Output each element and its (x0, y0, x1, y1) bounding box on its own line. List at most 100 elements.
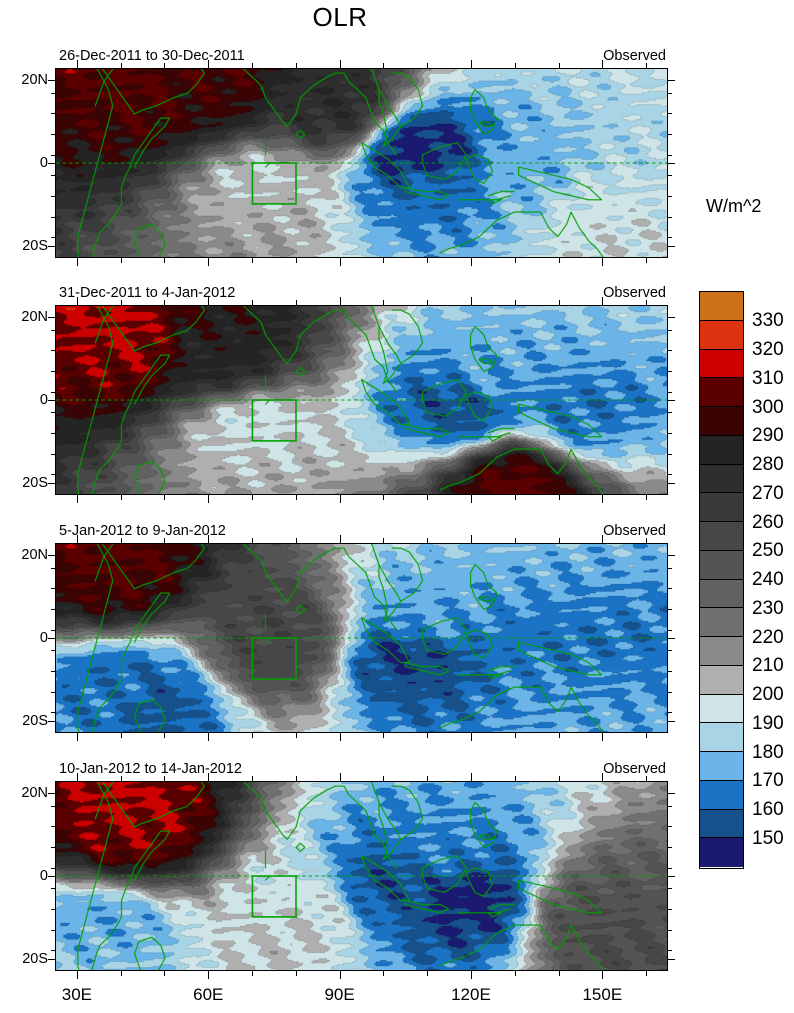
x-axis-tick (76, 495, 78, 503)
colorbar-swatch[interactable] (700, 694, 743, 724)
olr-contour-map[interactable] (56, 544, 667, 732)
colorbar-swatch[interactable] (700, 780, 743, 810)
x-axis-minor-tick (295, 971, 297, 976)
x-axis-minor-tick (558, 300, 560, 305)
y-axis-minor-tick (51, 371, 55, 373)
colorbar-swatch[interactable] (700, 320, 743, 350)
y-axis-tick (48, 245, 55, 247)
colorbar-swatch[interactable] (700, 407, 743, 436)
x-axis-label: 150E (582, 985, 623, 1004)
x-axis-minor-tick (427, 776, 429, 781)
x-axis-tick (339, 733, 341, 741)
x-axis-minor-tick (427, 733, 429, 738)
x-axis-minor-tick (383, 258, 385, 263)
y-axis-minor-tick (668, 92, 672, 94)
colorbar-swatch[interactable] (700, 579, 743, 609)
y-axis-minor-tick (51, 175, 55, 177)
y-axis-minor-tick (51, 826, 55, 828)
x-axis-tick (76, 535, 78, 543)
colorbar-swatch[interactable] (700, 637, 743, 666)
x-axis-tick (470, 535, 472, 543)
colorbar-swatch[interactable] (700, 723, 743, 752)
colorbar[interactable] (699, 291, 744, 869)
panel-date-label: 5-Jan-2012 to 9-Jan-2012 (59, 523, 226, 539)
map-frame[interactable] (55, 305, 668, 495)
map-frame[interactable] (55, 68, 668, 258)
y-axis-tick (48, 793, 55, 795)
x-axis-minor-tick (558, 776, 560, 781)
colorbar-swatch[interactable] (700, 809, 743, 839)
x-axis-minor-tick (164, 776, 166, 781)
colorbar-swatch[interactable] (700, 349, 743, 379)
y-axis-tick (48, 555, 55, 557)
x-axis-minor-tick (646, 63, 648, 68)
x-axis-tick (602, 773, 604, 781)
y-axis-minor-tick (51, 350, 55, 352)
x-axis-tick (602, 535, 604, 543)
x-axis-minor-tick (295, 63, 297, 68)
colorbar-tick-label: 160 (752, 799, 784, 820)
x-axis-minor-tick (164, 971, 166, 976)
y-axis-minor-tick (51, 391, 55, 393)
panel-date-label: 31-Dec-2011 to 4-Jan-2012 (59, 285, 236, 301)
y-axis-tick (48, 80, 55, 82)
x-axis-tick (339, 258, 341, 266)
x-axis-minor-tick (383, 63, 385, 68)
colorbar-swatch[interactable] (700, 522, 743, 551)
x-axis-tick (470, 60, 472, 68)
y-axis-tick (48, 638, 55, 639)
y-axis-minor-tick (51, 847, 55, 849)
y-axis-minor-tick (51, 474, 55, 476)
x-axis-tick (208, 258, 210, 266)
colorbar-swatch[interactable] (700, 665, 743, 695)
y-axis-minor-tick (668, 474, 672, 476)
olr-contour-map[interactable] (56, 69, 667, 257)
y-axis-minor-tick (51, 567, 55, 569)
x-axis-minor-tick (427, 971, 429, 976)
x-axis-minor-tick (383, 300, 385, 305)
y-axis-minor-tick (668, 950, 672, 952)
x-axis-minor-tick (558, 733, 560, 738)
y-axis-minor-tick (51, 805, 55, 807)
colorbar-swatch[interactable] (700, 435, 743, 465)
colorbar-swatch[interactable] (700, 838, 743, 867)
x-axis-minor-tick (252, 733, 254, 738)
x-axis-tick (339, 495, 341, 503)
olr-contour-map[interactable] (56, 306, 667, 494)
map-panel-4: 10-Jan-2012 to 14-Jan-2012 Observed 20N 0 20… (21, 761, 675, 1004)
y-axis-minor-tick (51, 216, 55, 218)
colorbar-swatch[interactable] (700, 464, 743, 494)
y-axis-minor-tick (51, 196, 55, 198)
x-axis-minor-tick (252, 63, 254, 68)
x-axis-minor-tick (514, 538, 516, 543)
y-axis-minor-tick (668, 391, 672, 393)
x-axis-tick (208, 60, 210, 68)
colorbar-swatch[interactable] (700, 493, 743, 522)
olr-contour-map[interactable] (56, 782, 667, 970)
colorbar-swatch[interactable] (700, 292, 743, 321)
y-axis-minor-tick (51, 329, 55, 331)
x-axis-tick (339, 297, 341, 305)
x-axis-tick (76, 258, 78, 266)
x-axis-minor-tick (427, 495, 429, 500)
colorbar-swatch[interactable] (700, 752, 743, 781)
y-axis-minor-tick (668, 237, 672, 239)
colorbar-tick-label: 170 (752, 770, 784, 792)
y-axis-minor-tick (51, 671, 55, 673)
x-axis-label: 30E (61, 985, 93, 1004)
y-axis-tick (48, 720, 55, 722)
map-frame[interactable] (55, 781, 668, 971)
colorbar-swatch[interactable] (700, 550, 743, 580)
colorbar-swatch[interactable] (700, 608, 743, 637)
x-axis-minor-tick (514, 258, 516, 263)
y-axis-tick (668, 482, 675, 484)
x-axis-minor-tick (646, 300, 648, 305)
y-axis-label: 20S (22, 712, 48, 729)
x-axis-tick (208, 971, 210, 979)
y-axis-minor-tick (51, 691, 55, 693)
x-axis-minor-tick (383, 733, 385, 738)
colorbar-swatch[interactable] (700, 378, 743, 407)
map-frame[interactable] (55, 543, 668, 733)
y-axis-minor-tick (668, 671, 672, 673)
x-axis-minor-tick (252, 300, 254, 305)
